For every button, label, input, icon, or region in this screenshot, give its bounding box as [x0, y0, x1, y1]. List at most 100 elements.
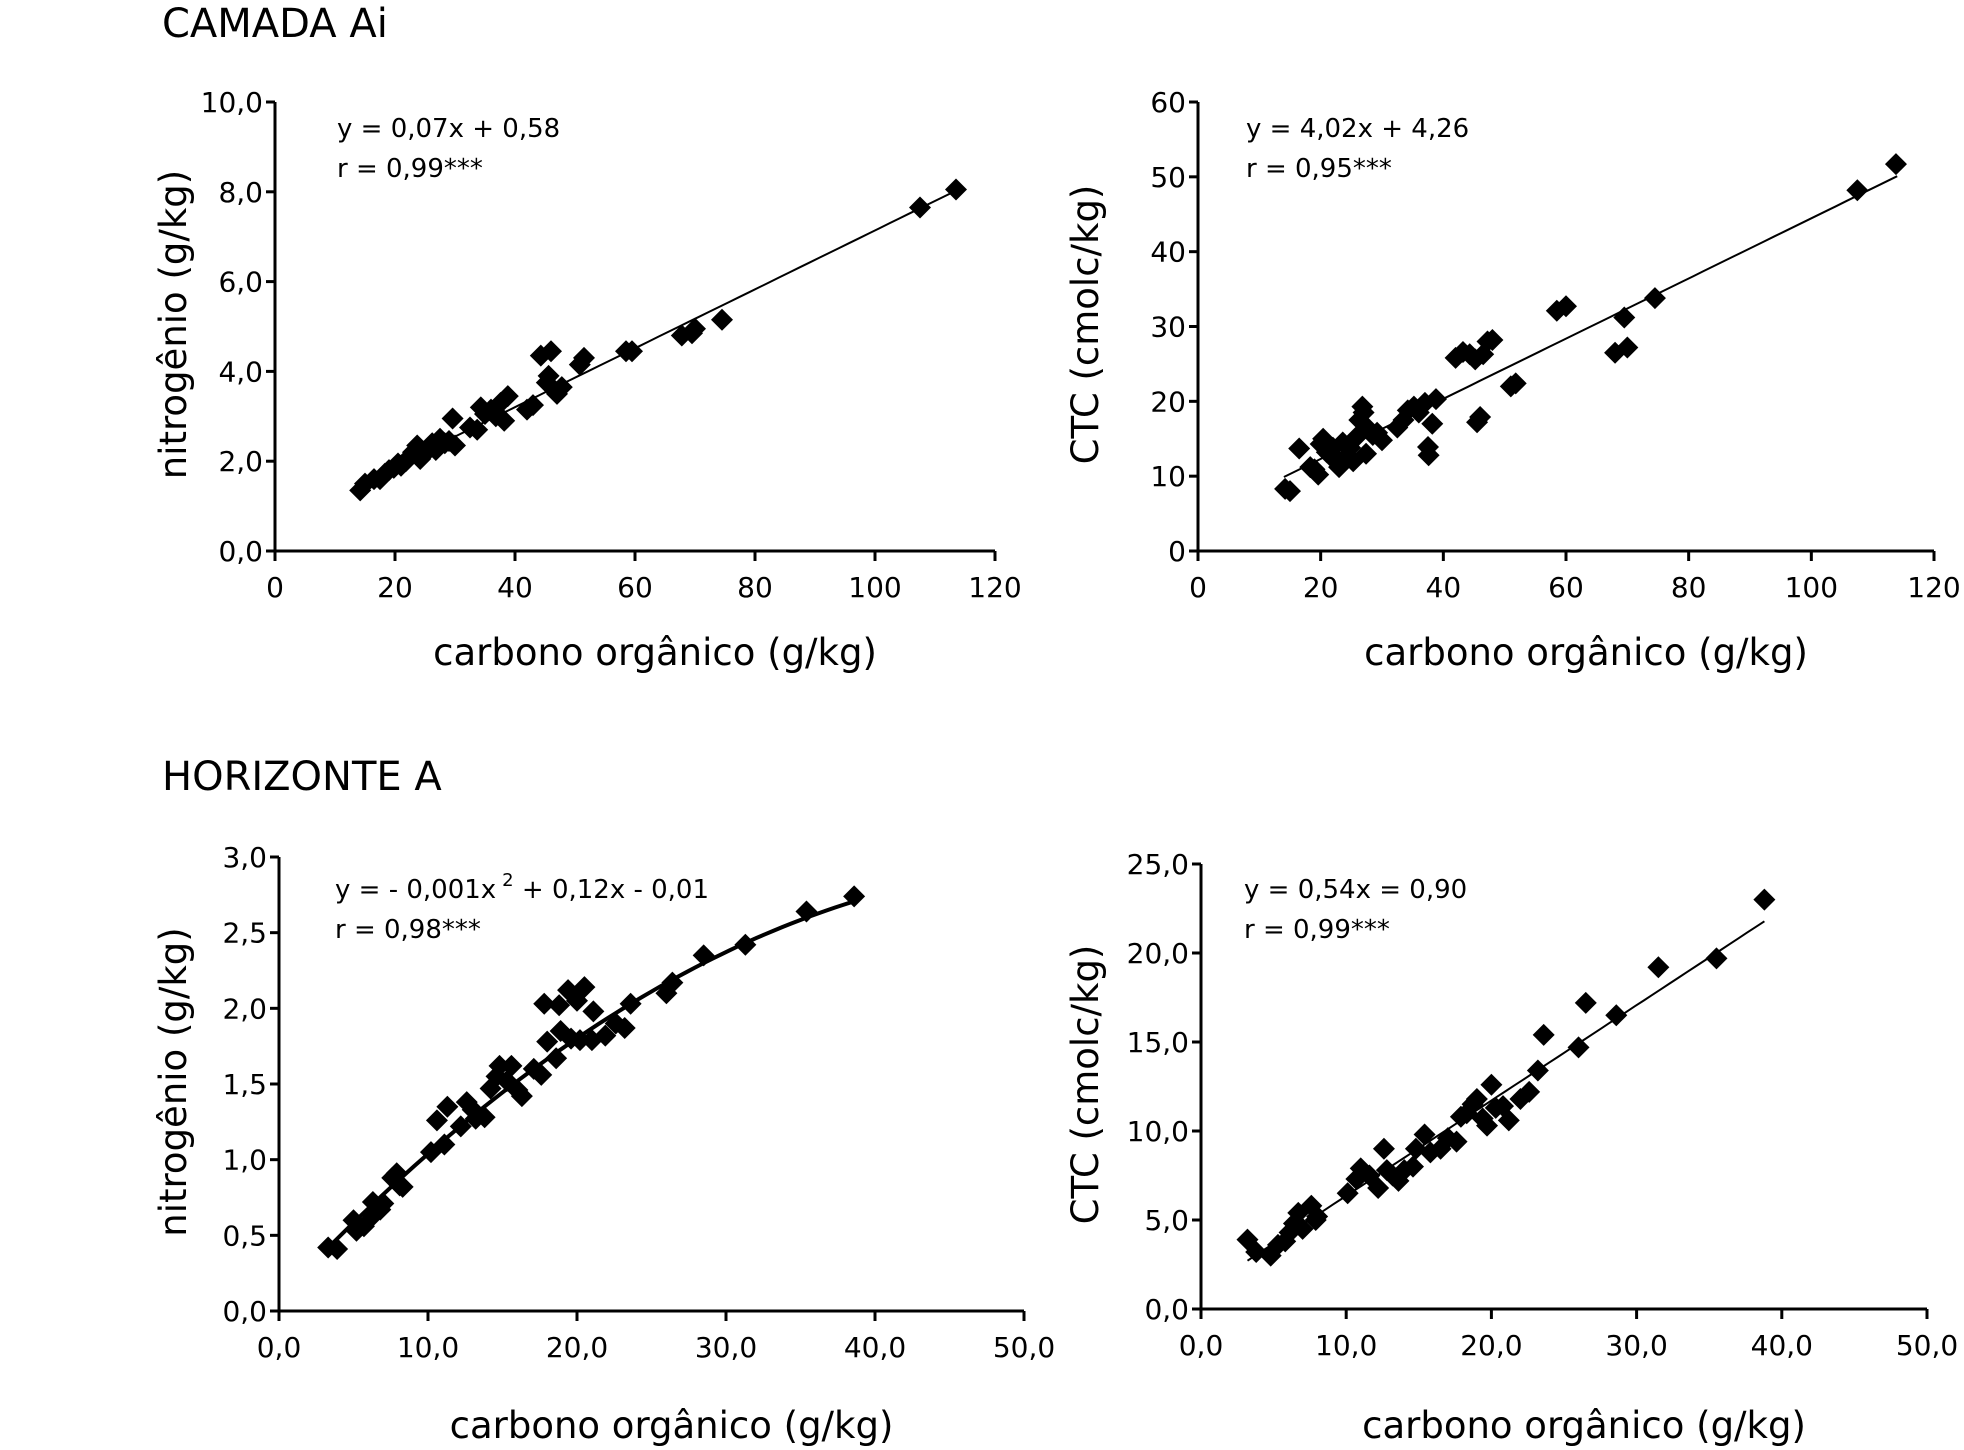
equation-exponent: 2 [502, 870, 513, 891]
data-point [1371, 429, 1393, 452]
data-point [391, 1175, 414, 1198]
x-tick-label: 0 [1189, 571, 1207, 604]
trendline [1246, 920, 1765, 1262]
data-point [1647, 956, 1670, 979]
data-point [1518, 1080, 1541, 1103]
data-point [372, 1192, 395, 1215]
data-point [522, 394, 544, 417]
y-tick-label: 60 [1150, 86, 1186, 119]
x-tick-label: 40 [1426, 571, 1462, 604]
data-point [1605, 1004, 1628, 1027]
y-tick-label: 2,0 [222, 992, 267, 1025]
x-axis-title: carbono orgânico (g/kg) [1362, 1404, 1806, 1447]
data-point [540, 340, 562, 363]
data-point [1753, 888, 1776, 911]
data-point [594, 1024, 617, 1047]
data-point [1352, 401, 1375, 424]
data-point [500, 1054, 523, 1077]
data-point [1846, 179, 1869, 202]
data-point [496, 385, 519, 408]
y-tick-label: 25,0 [1127, 848, 1189, 881]
data-point [568, 1029, 591, 1052]
x-tick-label: 30,0 [1605, 1329, 1667, 1362]
data-point [1288, 437, 1311, 460]
regression-equation: y = - 0,001x 2 + 0,12x - 0,01 [335, 870, 709, 905]
data-point [573, 346, 595, 369]
y-tick-label: 0,5 [222, 1219, 267, 1252]
data-point [692, 944, 715, 967]
x-tick-label: 10,0 [1315, 1329, 1377, 1362]
correlation-coefficient: r = 0,99*** [337, 154, 483, 184]
y-tick-label: 6,0 [218, 266, 263, 299]
data-point [1532, 1023, 1555, 1046]
data-point [734, 933, 757, 956]
y-tick-label: 40 [1150, 236, 1186, 269]
y-tick-label: 0,0 [222, 1295, 267, 1328]
data-point [1574, 991, 1597, 1014]
data-point [1445, 1130, 1468, 1153]
y-tick-label: 10 [1150, 460, 1186, 493]
y-tick-label: 4,0 [218, 355, 263, 388]
data-point [1424, 388, 1447, 411]
x-tick-label: 30,0 [695, 1331, 757, 1364]
x-tick-label: 120 [1907, 571, 1960, 604]
x-tick-label: 50,0 [993, 1331, 1055, 1364]
data-point [1307, 463, 1330, 486]
correlation-coefficient: r = 0,95*** [1246, 154, 1392, 184]
data-point [425, 1109, 448, 1132]
x-tick-label: 60 [617, 571, 653, 604]
x-tick-label: 50,0 [1896, 1329, 1958, 1362]
x-tick-label: 40 [497, 571, 533, 604]
y-tick-label: 20 [1150, 385, 1186, 418]
data-point [1413, 1123, 1436, 1146]
regression-equation: y = 4,02x + 4,26 [1246, 114, 1469, 144]
section-title-camada-ai: CAMADA Ai [162, 1, 388, 47]
y-tick-label: 10,0 [201, 86, 263, 119]
x-tick-label: 120 [968, 571, 1021, 604]
y-axis-title: CTC (cmolc/kg) [1064, 185, 1107, 465]
x-tick-label: 100 [1785, 571, 1838, 604]
data-point [573, 976, 596, 999]
data-point [1279, 480, 1301, 503]
data-point [909, 196, 931, 219]
section-title-horizonte-a: HORIZONTE A [162, 754, 442, 800]
data-point [548, 994, 571, 1017]
y-tick-label: 20,0 [1127, 937, 1189, 970]
data-point [537, 364, 560, 387]
data-point [1480, 1073, 1503, 1096]
data-point [795, 900, 818, 923]
y-tick-label: 50 [1150, 161, 1186, 194]
data-point [1469, 406, 1492, 429]
data-point [582, 1000, 605, 1023]
equation-part: y = - 0,001x [335, 875, 496, 905]
y-tick-label: 2,5 [222, 917, 267, 950]
data-point [545, 1047, 568, 1070]
y-axis-title: CTC (cmolc/kg) [1064, 945, 1107, 1225]
data-point [1367, 1176, 1390, 1199]
chart-ctc-vs-carbon-camada-ai: 0 10 20 30 40 50 60 0 20 40 60 80 100 120 carbono orgâ… [1064, 86, 1961, 674]
data-point [1643, 287, 1666, 310]
x-tick-label: 0 [266, 571, 284, 604]
data-point [619, 992, 642, 1015]
data-point [1476, 1114, 1499, 1137]
y-tick-label: 1,5 [222, 1068, 267, 1101]
chart-nitrogen-vs-carbon-horizonte-a: 0,0 0,5 1,0 1,5 2,0 2,5 3,0 0,0 10,0 20,0 30,0 40,0… [152, 841, 1055, 1447]
data-point [843, 885, 866, 908]
data-point [473, 1106, 496, 1129]
x-tick-label: 0,0 [1179, 1329, 1224, 1362]
data-point [1417, 444, 1440, 467]
data-point [621, 340, 643, 363]
y-tick-label: 10,0 [1127, 1115, 1189, 1148]
y-tick-label: 3,0 [222, 841, 267, 874]
x-tick-label: 20,0 [546, 1331, 608, 1364]
data-point [1616, 336, 1639, 359]
data-point [1481, 328, 1504, 351]
data-point [488, 1054, 511, 1077]
data-point [436, 1095, 459, 1118]
data-point [1306, 1205, 1329, 1228]
y-tick-label: 0 [1168, 535, 1186, 568]
data-point [326, 1237, 349, 1260]
x-tick-label: 0,0 [257, 1331, 302, 1364]
chart-ctc-vs-carbon-horizonte-a: 0,0 5,0 10,0 15,0 20,0 25,0 0,0 10,0 20,0 30,0 40,… [1064, 848, 1958, 1447]
y-tick-label: 0,0 [218, 535, 263, 568]
